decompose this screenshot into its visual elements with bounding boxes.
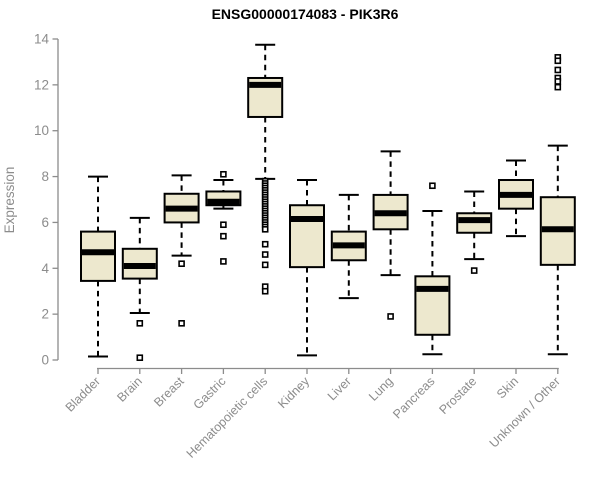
iqr-box [80, 230, 116, 282]
x-tick-label-pancreas: Pancreas [390, 374, 437, 421]
box-gastric [205, 170, 242, 265]
x-tick-label-unknown-other: Unknown / Other [487, 374, 563, 450]
x-tick-label-bladder: Bladder [63, 374, 103, 414]
iqr-box [414, 275, 451, 336]
box-hematopoietic-cells [247, 43, 284, 295]
box-pancreas [414, 182, 451, 356]
outlier-point [220, 170, 227, 178]
outlier-point [220, 221, 227, 229]
x-tick-label-gastric: Gastric [191, 374, 229, 412]
box-bladder [80, 175, 116, 358]
outlier-point [136, 354, 144, 362]
x-tick-label-kidney: Kidney [275, 374, 312, 411]
box-kidney [289, 179, 325, 357]
outlier-point [261, 251, 269, 258]
y-axis-label: Expression [2, 167, 17, 234]
box-breast [163, 174, 200, 327]
outlier-point [387, 313, 394, 320]
x-tick-label-brain: Brain [114, 374, 145, 405]
outlier-point [554, 66, 562, 74]
outlier-point [220, 232, 227, 240]
x-tick-label-prostate: Prostate [436, 374, 479, 417]
y-tick-label: 4 [41, 261, 49, 276]
y-tick-label: 2 [41, 307, 49, 322]
y-tick-label: 8 [41, 169, 49, 184]
box-liver [330, 193, 367, 300]
outlier-point [178, 320, 185, 327]
y-tick-label: 0 [41, 353, 49, 368]
outlier-point [261, 261, 269, 269]
outlier-point [554, 57, 562, 65]
box-prostate [456, 190, 493, 274]
iqr-box [289, 204, 325, 269]
plot-area: 0 2 4 6 8 10 12 14 Bladder Brain Breast GastricHema… [34, 32, 576, 461]
y-tick-label: 6 [41, 215, 49, 230]
outlier-point [554, 83, 562, 91]
outlier-point [220, 258, 227, 265]
outlier-point [554, 78, 562, 85]
chart-title: ENSG00000174083 - PIK3R6 [212, 6, 399, 22]
outlier-point [261, 226, 269, 233]
outlier-point [261, 287, 269, 295]
box-brain [121, 216, 158, 362]
outlier-point [136, 320, 144, 327]
x-tick-label-skin: Skin [494, 374, 521, 401]
outlier-point [261, 240, 269, 248]
y-tick-label: 14 [34, 32, 50, 47]
outlier-point [429, 182, 436, 190]
x-tick-label-breast: Breast [151, 374, 187, 410]
x-tick-label-hematopoietic-cells: Hematopoietic cells [184, 374, 271, 461]
y-tick-label: 10 [34, 123, 49, 138]
box-unknown-other [539, 54, 576, 356]
x-tick-label-liver: Liver [325, 374, 354, 403]
outlier-point [178, 260, 185, 268]
box-skin [498, 159, 534, 238]
outlier-point [470, 267, 478, 274]
box-lung [372, 150, 409, 320]
y-tick-label: 12 [34, 77, 49, 92]
x-tick-label-lung: Lung [366, 374, 396, 404]
